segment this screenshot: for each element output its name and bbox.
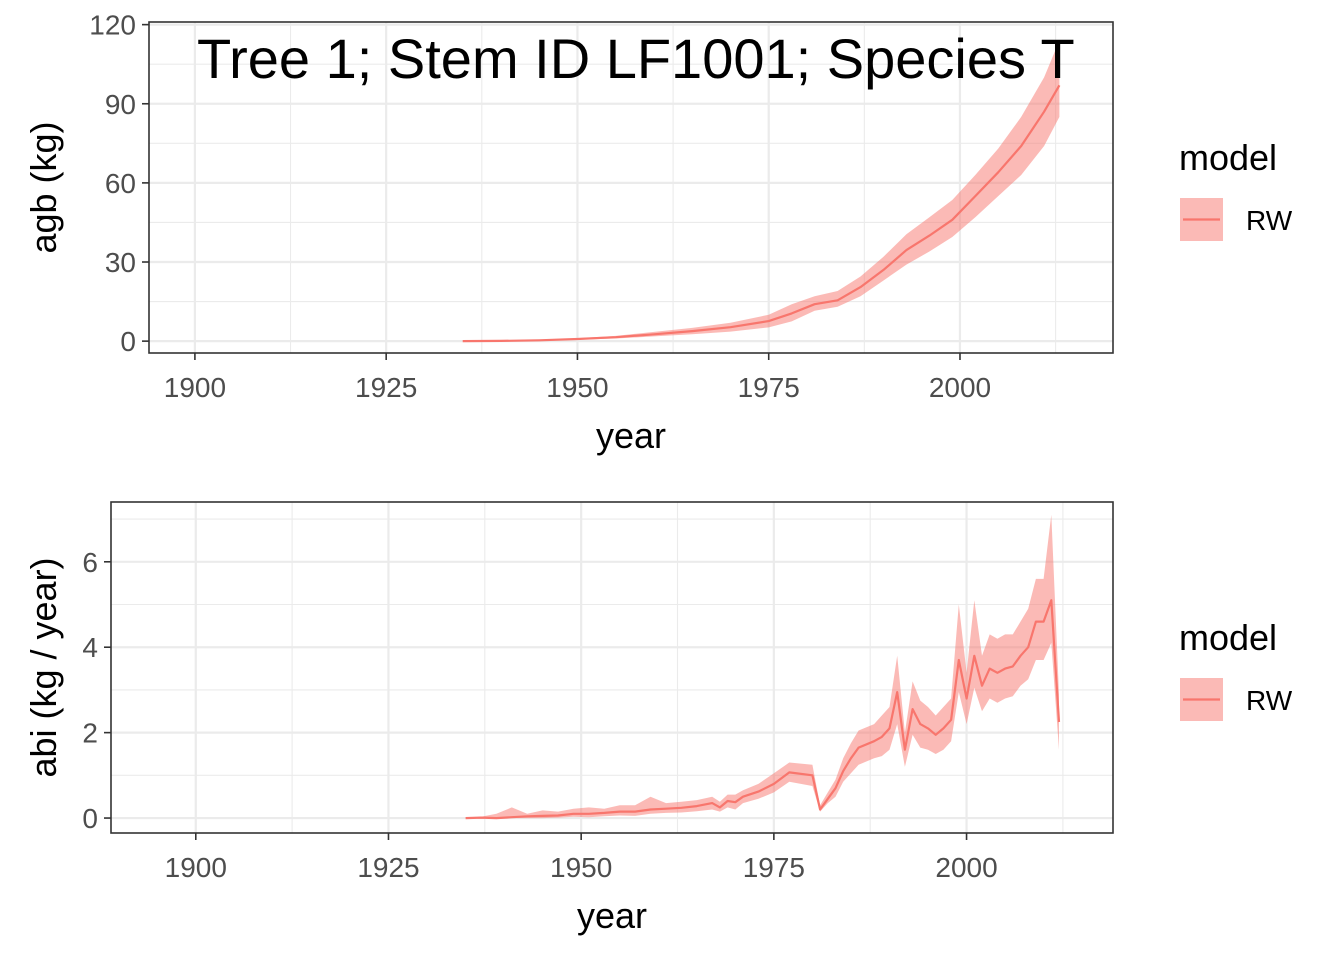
plot-background	[111, 502, 1113, 833]
y-tick-label: 120	[89, 10, 136, 41]
y-tick-label: 0	[82, 803, 98, 834]
y-tick-label: 6	[82, 547, 98, 578]
legend-label: RW	[1246, 685, 1293, 716]
data-layer	[465, 514, 1061, 820]
chart-title-group: Tree 1; Stem ID LF1001; Species T	[197, 27, 1075, 90]
legend-label: RW	[1246, 205, 1293, 236]
plot-border	[110, 501, 1114, 834]
y-axis-title: agb (kg)	[23, 121, 64, 253]
y-tick-label: 60	[105, 168, 136, 199]
x-axis-title: year	[577, 895, 647, 936]
y-tick-label: 0	[120, 326, 136, 357]
y-tick-label: 2	[82, 718, 98, 749]
agb-chart: 1900 1925 1950 1975 2000 0 30 60 90 120 year agb (k…	[23, 10, 1293, 456]
x-tick-label: 1950	[550, 852, 612, 883]
grid-lines	[111, 502, 1113, 833]
chart-title: Tree 1; Stem ID LF1001; Species T	[197, 27, 1075, 90]
y-axis-title: abi (kg / year)	[23, 557, 64, 777]
confidence-ribbon-rw	[465, 514, 1060, 819]
legend-title: model	[1179, 137, 1277, 178]
plot-border	[148, 21, 1114, 354]
plot-background	[149, 22, 1113, 353]
x-axis-title: year	[596, 415, 666, 456]
x-tick-label: 1950	[546, 372, 608, 403]
x-tick-label: 2000	[929, 372, 991, 403]
x-tick-label: 1925	[357, 852, 419, 883]
y-tick-label: 4	[82, 632, 98, 663]
y-tick-label: 90	[105, 89, 136, 120]
x-tick-label: 1900	[165, 852, 227, 883]
series-line-rw	[465, 599, 1061, 820]
x-tick-label: 1975	[738, 372, 800, 403]
grid-lines	[149, 22, 1113, 353]
legend: model RW	[1179, 617, 1293, 721]
x-tick-label: 2000	[935, 852, 997, 883]
legend-title: model	[1179, 617, 1277, 658]
x-tick-label: 1975	[743, 852, 805, 883]
x-tick-label: 1900	[164, 372, 226, 403]
abi-chart: 1900 1925 1950 1975 2000 0 2 4 6 year abi (kg / ye…	[23, 501, 1293, 936]
legend: model RW	[1179, 137, 1293, 241]
y-tick-label: 30	[105, 247, 136, 278]
series-line-rw	[462, 84, 1061, 343]
data-layer	[462, 40, 1061, 343]
x-tick-label: 1925	[355, 372, 417, 403]
